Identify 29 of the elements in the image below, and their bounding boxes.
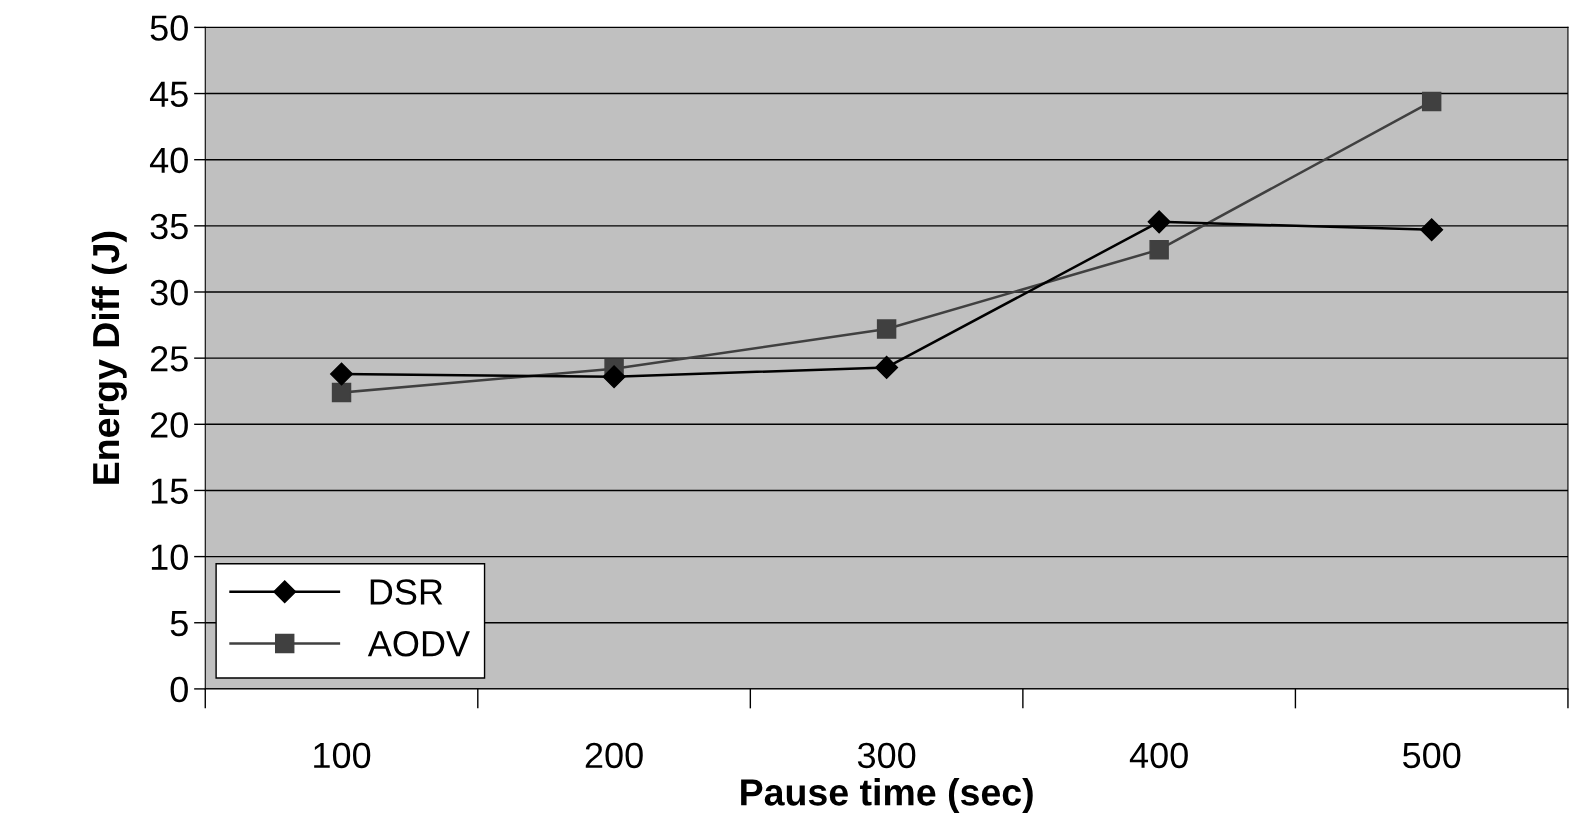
x-tick-label: 200 — [585, 742, 643, 769]
y-tick-label: 35 — [150, 213, 188, 240]
y-tick-label: 0 — [170, 676, 188, 703]
legend-label: AODV — [367, 630, 470, 657]
y-tick-label: 30 — [150, 279, 188, 306]
y-tick-label: 25 — [150, 346, 188, 372]
point — [1420, 218, 1444, 242]
point — [602, 365, 626, 389]
point — [331, 382, 352, 403]
point — [875, 355, 899, 379]
point — [1149, 239, 1169, 260]
legend-label: DSR — [370, 579, 443, 605]
point — [876, 319, 897, 339]
y-tick-label: 45 — [149, 81, 188, 107]
x-tick-label: 500 — [1403, 742, 1461, 769]
y-tick-label: 40 — [149, 147, 188, 174]
x-tick-label: 100 — [314, 742, 371, 769]
y-tick-label: 15 — [151, 478, 188, 504]
point — [330, 362, 354, 386]
x-tick-label: 300 — [857, 742, 916, 769]
point — [1421, 91, 1442, 112]
y-axis-title: Energy Diff (J) — [91, 231, 127, 484]
y-tick-label: 5 — [170, 610, 188, 637]
y-tick-label: 10 — [151, 544, 188, 571]
y-tick-label: 50 — [150, 15, 188, 41]
point — [1147, 210, 1171, 234]
x-tick-label: 400 — [1129, 742, 1188, 769]
y-tick-label: 20 — [150, 412, 188, 438]
x-axis-title: Pause time (sec) — [741, 778, 1033, 814]
